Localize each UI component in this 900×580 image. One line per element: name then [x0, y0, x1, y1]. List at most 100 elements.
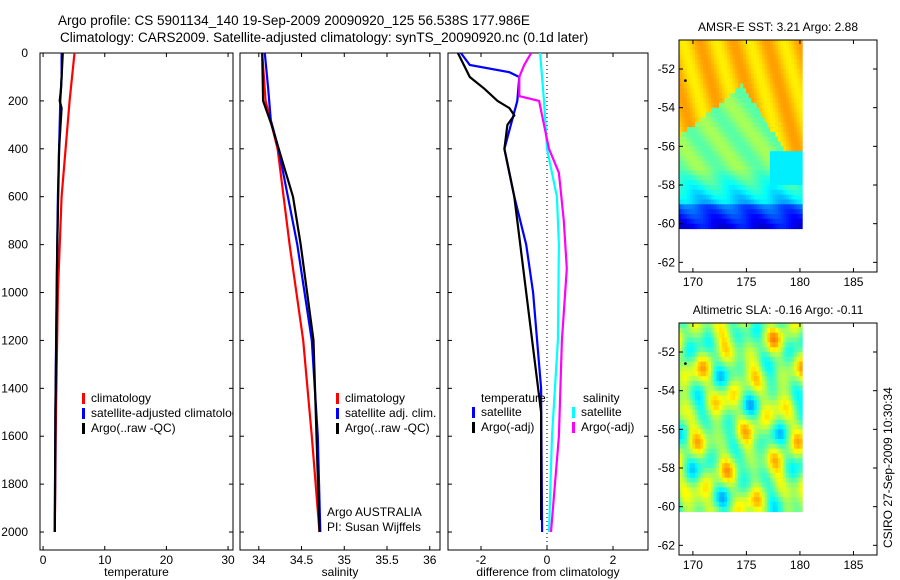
- map-cell: [697, 165, 701, 172]
- y-tick-label: 2000: [1, 525, 28, 539]
- map-cell: [767, 366, 771, 372]
- map-cell: [799, 472, 803, 479]
- map-cell: [753, 156, 758, 162]
- map-cell: [729, 165, 734, 172]
- map-cell: [794, 448, 798, 455]
- map-cell: [778, 180, 782, 186]
- map-cell: [708, 458, 712, 464]
- map-cell: [719, 424, 723, 430]
- map-cell: [740, 352, 744, 358]
- map-cell: [783, 64, 787, 70]
- map-cell: [794, 218, 798, 225]
- map-cell: [772, 361, 776, 368]
- map-cell: [745, 98, 750, 104]
- map-cell: [751, 434, 755, 440]
- map-cell: [748, 458, 752, 464]
- map-cell: [767, 117, 771, 123]
- map-cell: [745, 112, 750, 118]
- map-cell: [729, 458, 734, 464]
- map-cell: [788, 414, 792, 421]
- map-cell: [780, 69, 784, 75]
- map-cell: [794, 381, 798, 387]
- map-cell: [743, 88, 747, 94]
- map-cell: [751, 131, 755, 138]
- map-cell: [735, 472, 739, 479]
- map-cell: [679, 424, 683, 430]
- map-cell: [735, 327, 739, 334]
- map-cell: [684, 448, 688, 455]
- map-cell: [799, 487, 803, 493]
- map-cell: [799, 189, 803, 196]
- map-cell: [791, 199, 795, 205]
- map-cell: [703, 448, 707, 455]
- map-cell: [791, 131, 795, 138]
- map-cell: [761, 385, 766, 392]
- map-cell: [697, 122, 701, 128]
- map-cell: [681, 214, 685, 220]
- map-cell: [697, 356, 701, 363]
- map-cell: [737, 366, 742, 372]
- map-cell: [753, 487, 758, 493]
- map-cell: [684, 342, 688, 348]
- map-cell: [719, 64, 723, 70]
- map-cell: [737, 170, 742, 176]
- map-cell: [697, 151, 701, 157]
- map-cell: [770, 429, 774, 435]
- map-cell: [767, 443, 771, 450]
- map-cell: [745, 434, 750, 440]
- map-cell: [751, 371, 755, 377]
- map-cell: [689, 352, 693, 358]
- map-cell: [794, 40, 798, 46]
- map-cell: [756, 131, 760, 138]
- map-cell: [721, 361, 726, 368]
- map-cell: [721, 49, 726, 56]
- map-cell: [743, 209, 747, 215]
- map-cell: [799, 214, 803, 220]
- map-cell: [711, 414, 715, 421]
- map-cell: [775, 323, 779, 329]
- map-cell: [732, 117, 736, 123]
- map-cell: [764, 59, 768, 65]
- map-cell: [713, 180, 718, 186]
- map-cell: [772, 189, 776, 196]
- map-cell: [794, 400, 798, 406]
- map-cell: [743, 156, 747, 162]
- map-cell: [740, 40, 744, 46]
- map-cell: [767, 376, 771, 382]
- map-cell: [692, 204, 696, 210]
- map-cell: [703, 146, 707, 152]
- map-cell: [711, 54, 715, 60]
- map-cell: [679, 93, 683, 99]
- map-cell: [796, 463, 800, 469]
- map-cell: [692, 214, 696, 220]
- map-cell: [791, 327, 795, 334]
- map-cell: [783, 414, 787, 421]
- map-cell: [713, 136, 718, 143]
- map-cell: [719, 434, 723, 440]
- map-cell: [724, 352, 728, 358]
- map-cell: [692, 189, 696, 196]
- map-cell: [713, 385, 718, 392]
- map-cell: [713, 477, 718, 484]
- map-cell: [767, 112, 771, 118]
- map-cell: [748, 54, 752, 60]
- map-cell: [681, 492, 685, 498]
- map-cell: [705, 131, 710, 138]
- map-cell: [764, 443, 768, 450]
- map-cell: [761, 453, 766, 459]
- map-cell: [679, 395, 683, 401]
- map-cell: [767, 424, 771, 430]
- map-cell: [745, 160, 750, 167]
- map-cell: [687, 127, 691, 133]
- map-cell: [751, 156, 755, 162]
- series-temperature-argo-adj-: [456, 53, 543, 521]
- map-cell: [727, 107, 731, 114]
- y-tick-label: 1400: [1, 381, 28, 395]
- map-cell: [695, 49, 699, 56]
- map-cell: [770, 356, 774, 363]
- map-cell: [745, 400, 750, 406]
- map-cell: [799, 78, 803, 85]
- map-cell: [759, 506, 763, 513]
- map-cell: [794, 117, 798, 123]
- map-cell: [732, 381, 736, 387]
